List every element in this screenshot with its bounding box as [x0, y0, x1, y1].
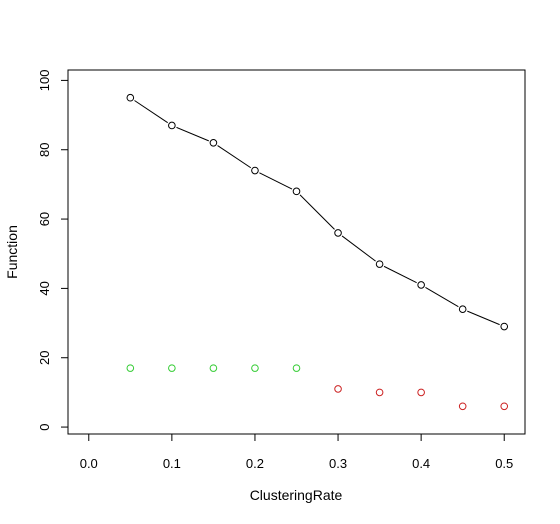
x-axis-title: ClusteringRate — [250, 487, 343, 503]
series-line-segment — [383, 265, 417, 284]
data-point — [168, 121, 176, 130]
y-tick-label: 80 — [37, 142, 52, 156]
y-tick-label: 20 — [37, 350, 52, 364]
series-layer — [126, 93, 509, 411]
x-tick-label: 0.4 — [412, 456, 430, 471]
data-point — [209, 139, 218, 147]
data-point — [251, 364, 259, 372]
y-axis-title: Function — [4, 225, 20, 279]
data-point — [168, 364, 176, 372]
data-point — [209, 364, 218, 372]
series-2 — [126, 364, 301, 372]
data-point — [500, 402, 509, 411]
series-line-segment — [259, 172, 293, 190]
x-tick-label: 0.5 — [495, 456, 513, 471]
series-line-segment — [467, 310, 500, 326]
data-point — [126, 364, 135, 372]
data-point — [458, 305, 467, 314]
series-line-segment — [217, 145, 252, 169]
data-point — [458, 402, 467, 411]
data-point — [251, 166, 259, 175]
series-line-segment — [176, 126, 209, 142]
x-tick-label: 0.2 — [246, 456, 264, 471]
data-point — [417, 281, 425, 289]
plot-frame — [67, 69, 526, 435]
y-tick-label: 100 — [37, 70, 52, 92]
series-line-segment — [341, 235, 376, 262]
data-point — [126, 93, 135, 102]
series-line-segment — [425, 287, 459, 308]
x-tick-label: 0.0 — [80, 456, 98, 471]
data-point — [375, 388, 384, 397]
data-point — [375, 260, 384, 268]
data-point — [417, 388, 425, 397]
x-tick-label: 0.1 — [163, 456, 181, 471]
data-point — [292, 187, 301, 196]
x-axis: 0.0 0.1 0.2 0.3 0.4 0.5 — [80, 433, 513, 471]
y-tick-label: 0 — [37, 423, 52, 430]
series-1 — [126, 93, 509, 331]
data-point — [500, 322, 509, 331]
y-axis: 0 20 40 60 80 100 — [37, 70, 69, 431]
series-line-segment — [134, 100, 168, 124]
series-line-segment — [299, 194, 335, 230]
series-3 — [334, 385, 509, 411]
data-point — [292, 364, 301, 372]
y-tick-label: 40 — [37, 281, 52, 295]
data-point — [334, 385, 342, 393]
x-tick-label: 0.3 — [329, 456, 347, 471]
data-point — [334, 229, 342, 237]
y-tick-label: 60 — [37, 212, 52, 226]
